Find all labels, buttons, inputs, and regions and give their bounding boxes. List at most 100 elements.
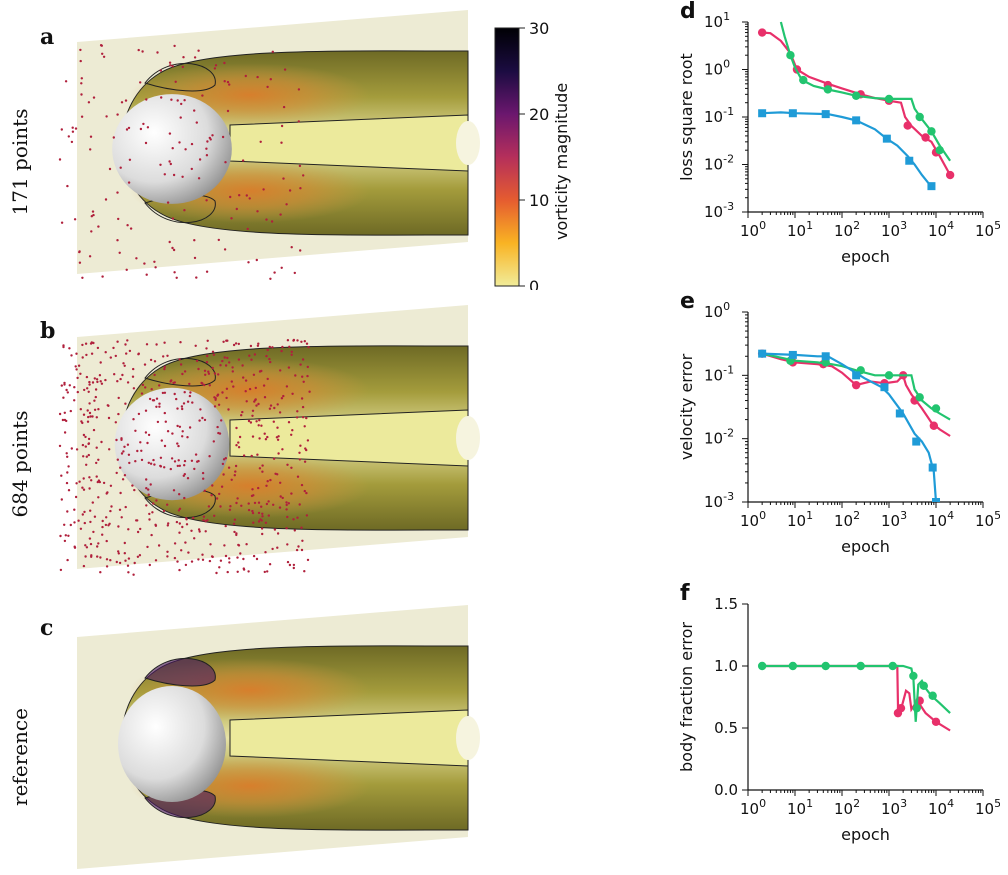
sample-point [209,543,212,546]
sample-point [108,167,112,171]
sample-point [258,467,262,470]
sample-point [193,537,196,540]
sample-point [181,372,184,376]
sample-point [190,167,193,171]
sample-point [226,356,229,360]
sample-point [251,414,254,417]
data-point [856,661,865,671]
sample-point [201,553,204,556]
sample-point [255,557,259,561]
sample-point [228,361,231,364]
sample-point [300,526,303,529]
sample-point [301,375,304,378]
sample-point [150,388,153,391]
sample-point [184,563,188,567]
sample-point [237,441,240,444]
sample-point [140,458,144,462]
sample-point [127,126,131,130]
sample-point [136,530,140,534]
sample-point [202,515,206,518]
sample-point [60,474,63,477]
sample-point [65,481,69,485]
sample-point [139,441,142,444]
sample-point [65,388,68,392]
flow-panel-a [58,10,480,280]
sample-point [213,372,217,375]
sample-point [256,210,259,213]
sample-point [128,349,132,353]
sample-point [223,61,226,65]
sample-point [132,387,136,390]
sample-point [305,416,308,420]
sample-point [281,496,284,500]
y-tick-label: 10-1 [704,363,734,384]
sample-point [144,386,147,389]
sample-point [69,523,73,527]
sample-point [176,407,179,410]
sample-point [204,373,207,376]
sample-point [247,419,251,423]
sample-point [159,163,162,166]
sample-point [257,402,260,406]
sample-point [264,551,267,554]
sample-point [231,370,234,373]
sample-point [106,404,110,407]
x-tick-label: 103 [881,219,907,240]
sample-point [290,353,293,356]
sample-point [157,544,161,547]
sample-point [99,380,102,383]
sample-point [267,500,270,503]
sample-point [224,554,228,558]
sample-point [101,275,104,278]
sample-point [296,475,300,478]
sample-point [205,199,208,202]
sample-point [233,518,237,521]
sample-point [228,83,231,86]
sample-point [305,342,309,345]
sample-point [291,429,294,432]
sample-point [269,404,273,407]
sample-point [80,82,83,85]
sample-point [205,360,209,364]
sample-point [225,396,228,400]
sample-point [290,350,293,353]
sample-point [109,484,113,487]
sample-point [256,75,259,79]
sample-point [300,340,303,343]
data-point [758,109,767,118]
sample-point [171,147,174,150]
sample-point [301,405,305,409]
sample-point [213,405,217,408]
sample-point [204,530,207,533]
sample-point [299,363,302,366]
sample-point [194,344,197,347]
sample-point [120,101,124,104]
sample-point [68,384,72,387]
sample-point [238,435,242,439]
y-tick-label: 100 [704,58,730,79]
sample-point [87,437,91,441]
sample-point [144,141,148,145]
sample-point [266,85,269,89]
sample-point [80,77,84,80]
chart-loss-square-root: d 100 101 102 103 104 105 10-3 10-2 10-1 100 101 epo… [677,0,1000,266]
sample-point [261,512,264,515]
data-point [884,371,894,380]
sample-point [62,523,66,526]
sample-point [258,419,261,422]
sample-point [249,344,253,348]
sample-point [237,342,240,346]
sample-point [122,450,125,453]
sample-point [168,132,172,135]
sample-point [236,570,239,573]
sample-point [110,505,113,508]
sample-point [163,367,166,371]
sample-point [305,448,308,452]
sample-point [223,356,226,359]
data-point [915,393,924,402]
sample-point [178,507,182,510]
sample-point [125,268,128,271]
sample-point [154,523,157,526]
sample-point [73,521,76,524]
sample-point [211,484,214,487]
